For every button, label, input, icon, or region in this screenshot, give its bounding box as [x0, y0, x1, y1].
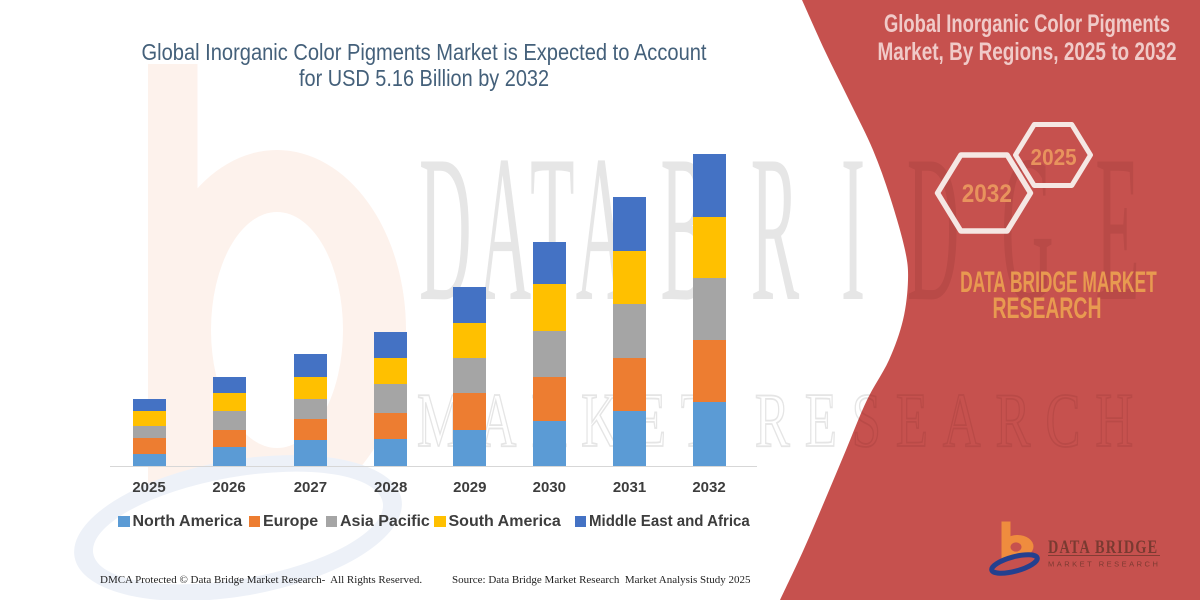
- svg-text:MARKET RESEARCH: MARKET RESEARCH: [1048, 560, 1160, 569]
- svg-text:DATA BRIDGE: DATA BRIDGE: [1048, 536, 1158, 557]
